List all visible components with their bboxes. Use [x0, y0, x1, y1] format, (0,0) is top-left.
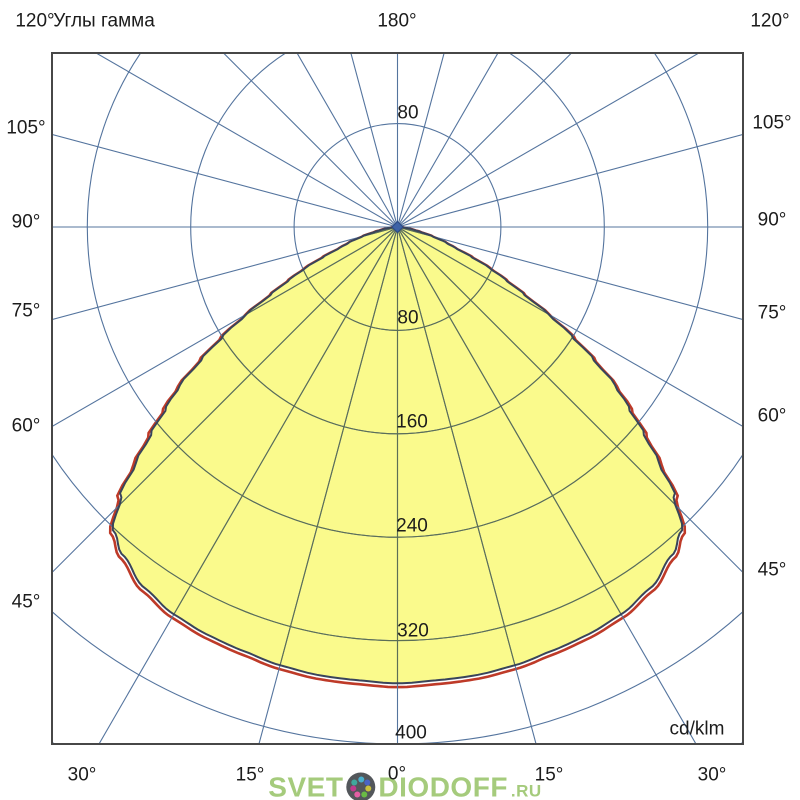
gamma-ray-gridline-inner — [112, 227, 398, 618]
gamma-angle-label-right: 90° — [757, 209, 787, 231]
gamma-ray-gridline-inner — [397, 227, 683, 228]
watermark-logo-dot — [357, 776, 364, 782]
gamma-angle-label-top: 180° — [377, 10, 417, 32]
diagram-title: Углы гамма — [53, 10, 155, 32]
gamma-ray-gridline-inner — [397, 227, 683, 228]
gamma-angle-label-right: 60° — [757, 405, 787, 427]
gamma-angle-label-bottom: 0° — [387, 763, 407, 785]
intensity-curve-blue — [111, 226, 684, 685]
gamma-angle-label-bottom: 30° — [67, 764, 97, 786]
gamma-ray-gridline-outer — [350, 53, 399, 228]
gamma-ray-gridline-inner — [112, 227, 398, 684]
gamma-angle-label-bottom: 30° — [697, 764, 727, 786]
watermark-logo-dot — [354, 791, 361, 798]
gamma-ray-gridline-outer — [397, 133, 743, 228]
gamma-angle-label-left: 105° — [6, 117, 46, 139]
gamma-angle-label-top: 120° — [750, 10, 790, 32]
gamma-ray-gridline-inner — [195, 227, 399, 684]
gamma-ray-gridline-outer — [52, 226, 398, 321]
gamma-angle-label-left: 60° — [11, 415, 41, 437]
gamma-angle-label-right: 105° — [752, 112, 792, 134]
radial-tick-label: 240 — [396, 515, 428, 537]
gamma-angle-label-right: 45° — [757, 559, 787, 581]
gamma-angle-label-left: 75° — [11, 300, 41, 322]
gamma-ray-gridline-outer — [296, 53, 398, 228]
radial-tick-label: 80 — [397, 102, 419, 124]
gamma-ray-gridline-inner — [397, 227, 683, 618]
watermark-logo-dot — [350, 785, 357, 792]
gamma-ray-gridline-inner — [397, 227, 683, 228]
gamma-angle-label-right: 75° — [757, 302, 787, 324]
gamma-ray-gridline-inner — [112, 227, 398, 684]
watermark: SVET DIODOFF .RU — [268, 771, 542, 800]
radial-tick-label: 160 — [396, 411, 428, 433]
gamma-angle-label-left: 90° — [11, 211, 41, 233]
gamma-ray-gridline-outer — [397, 53, 700, 228]
watermark-logo-dot — [351, 779, 358, 785]
gamma-ray-gridline-outer — [397, 53, 499, 228]
watermark-logo-dot — [364, 779, 371, 785]
watermark-logo-dot — [365, 785, 372, 792]
gamma-ray-gridline-inner — [397, 227, 683, 684]
watermark-text-diodoff: DIODOFF — [378, 771, 508, 800]
watermark-logo-dot — [361, 791, 368, 798]
gamma-ray-gridline-outer — [396, 53, 445, 228]
gamma-ray-gridline-outer — [95, 53, 398, 228]
center-point-marker — [391, 220, 404, 234]
gamma-ray-gridline-outer — [397, 53, 573, 228]
gamma-angle-label-bottom: 15° — [534, 764, 564, 786]
radial-tick-label: 80 — [397, 307, 419, 329]
radial-tick-label: 320 — [397, 620, 429, 642]
gamma-angle-label-bottom: 15° — [235, 764, 265, 786]
gamma-ray-gridline-outer — [222, 53, 398, 228]
gamma-ray-gridline-inner — [397, 227, 683, 684]
chart-frame — [51, 52, 744, 745]
watermark-logo-icon — [346, 772, 376, 800]
gamma-angle-label-top: 120° — [15, 10, 55, 32]
gamma-ray-gridline-outer — [397, 226, 743, 321]
unit-label: cd/klm — [669, 718, 725, 740]
watermark-text-svet: SVET — [268, 771, 344, 800]
gamma-ray-gridline-outer — [52, 133, 398, 228]
watermark-text-ru: .RU — [510, 781, 542, 800]
radial-tick-label: 400 — [395, 722, 427, 744]
gamma-ray-gridline-inner — [112, 227, 398, 228]
gamma-ray-gridline-inner — [396, 227, 600, 684]
gamma-angle-label-left: 45° — [11, 591, 41, 613]
